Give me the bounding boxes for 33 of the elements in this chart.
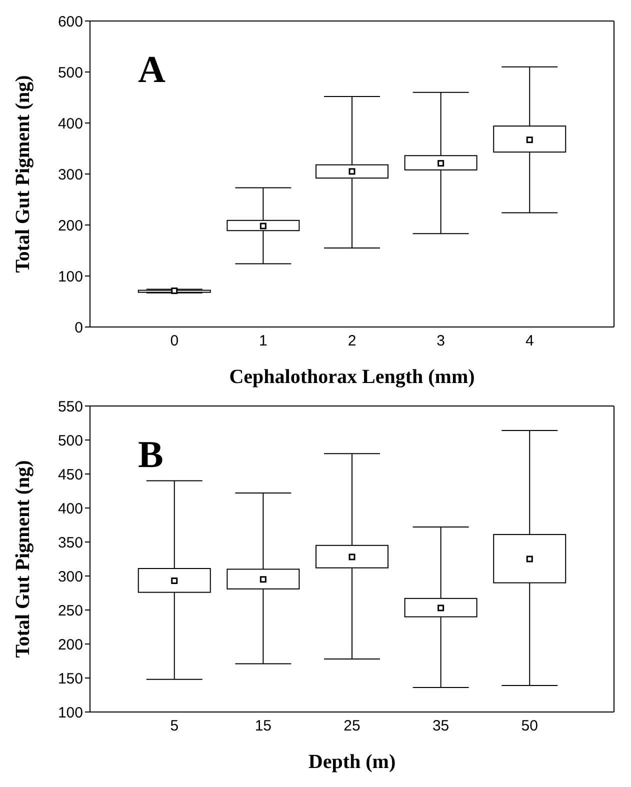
y-tick-label: 500	[58, 432, 83, 450]
y-tick-label: 450	[58, 466, 83, 484]
annotation: B	[138, 433, 164, 477]
x-tick-label: 5	[170, 718, 179, 735]
y-tick-label: 300	[58, 166, 83, 184]
x-axis-title: Cephalothorax Length (mm)	[229, 366, 475, 388]
x-tick-label: 1	[259, 332, 268, 350]
y-tick-label: 500	[58, 64, 83, 82]
x-axis-title: Depth (m)	[308, 751, 396, 773]
y-tick-label: 100	[58, 704, 83, 722]
y-axis-title: Total Gut Pigment (ng)	[12, 75, 34, 273]
annotation: A	[138, 48, 166, 92]
y-tick-label: 300	[58, 568, 83, 586]
y-tick-label: 350	[58, 534, 83, 552]
y-tick-label: 550	[58, 398, 83, 416]
y-tick-label: 100	[58, 268, 83, 286]
y-tick-label: 400	[58, 115, 83, 132]
x-tick-label: 4	[525, 332, 534, 350]
x-tick-label: 0	[170, 332, 179, 350]
y-tick-label: 250	[58, 602, 83, 620]
x-tick-label: 3	[436, 332, 445, 350]
x-tick-label: 50	[521, 718, 538, 735]
y-tick-label: 200	[58, 217, 83, 234]
x-tick-label: 25	[344, 718, 360, 735]
y-tick-label: 0	[74, 319, 83, 336]
y-axis-title: Total Gut Pigment (ng)	[12, 460, 34, 658]
y-tick-label: 200	[58, 636, 83, 654]
x-tick-label: 35	[432, 718, 450, 735]
y-tick-label: 600	[58, 13, 83, 30]
x-tick-label: 2	[348, 332, 356, 350]
y-tick-label: 400	[58, 500, 83, 518]
x-tick-label: 15	[254, 718, 272, 735]
y-tick-label: 150	[58, 670, 83, 688]
